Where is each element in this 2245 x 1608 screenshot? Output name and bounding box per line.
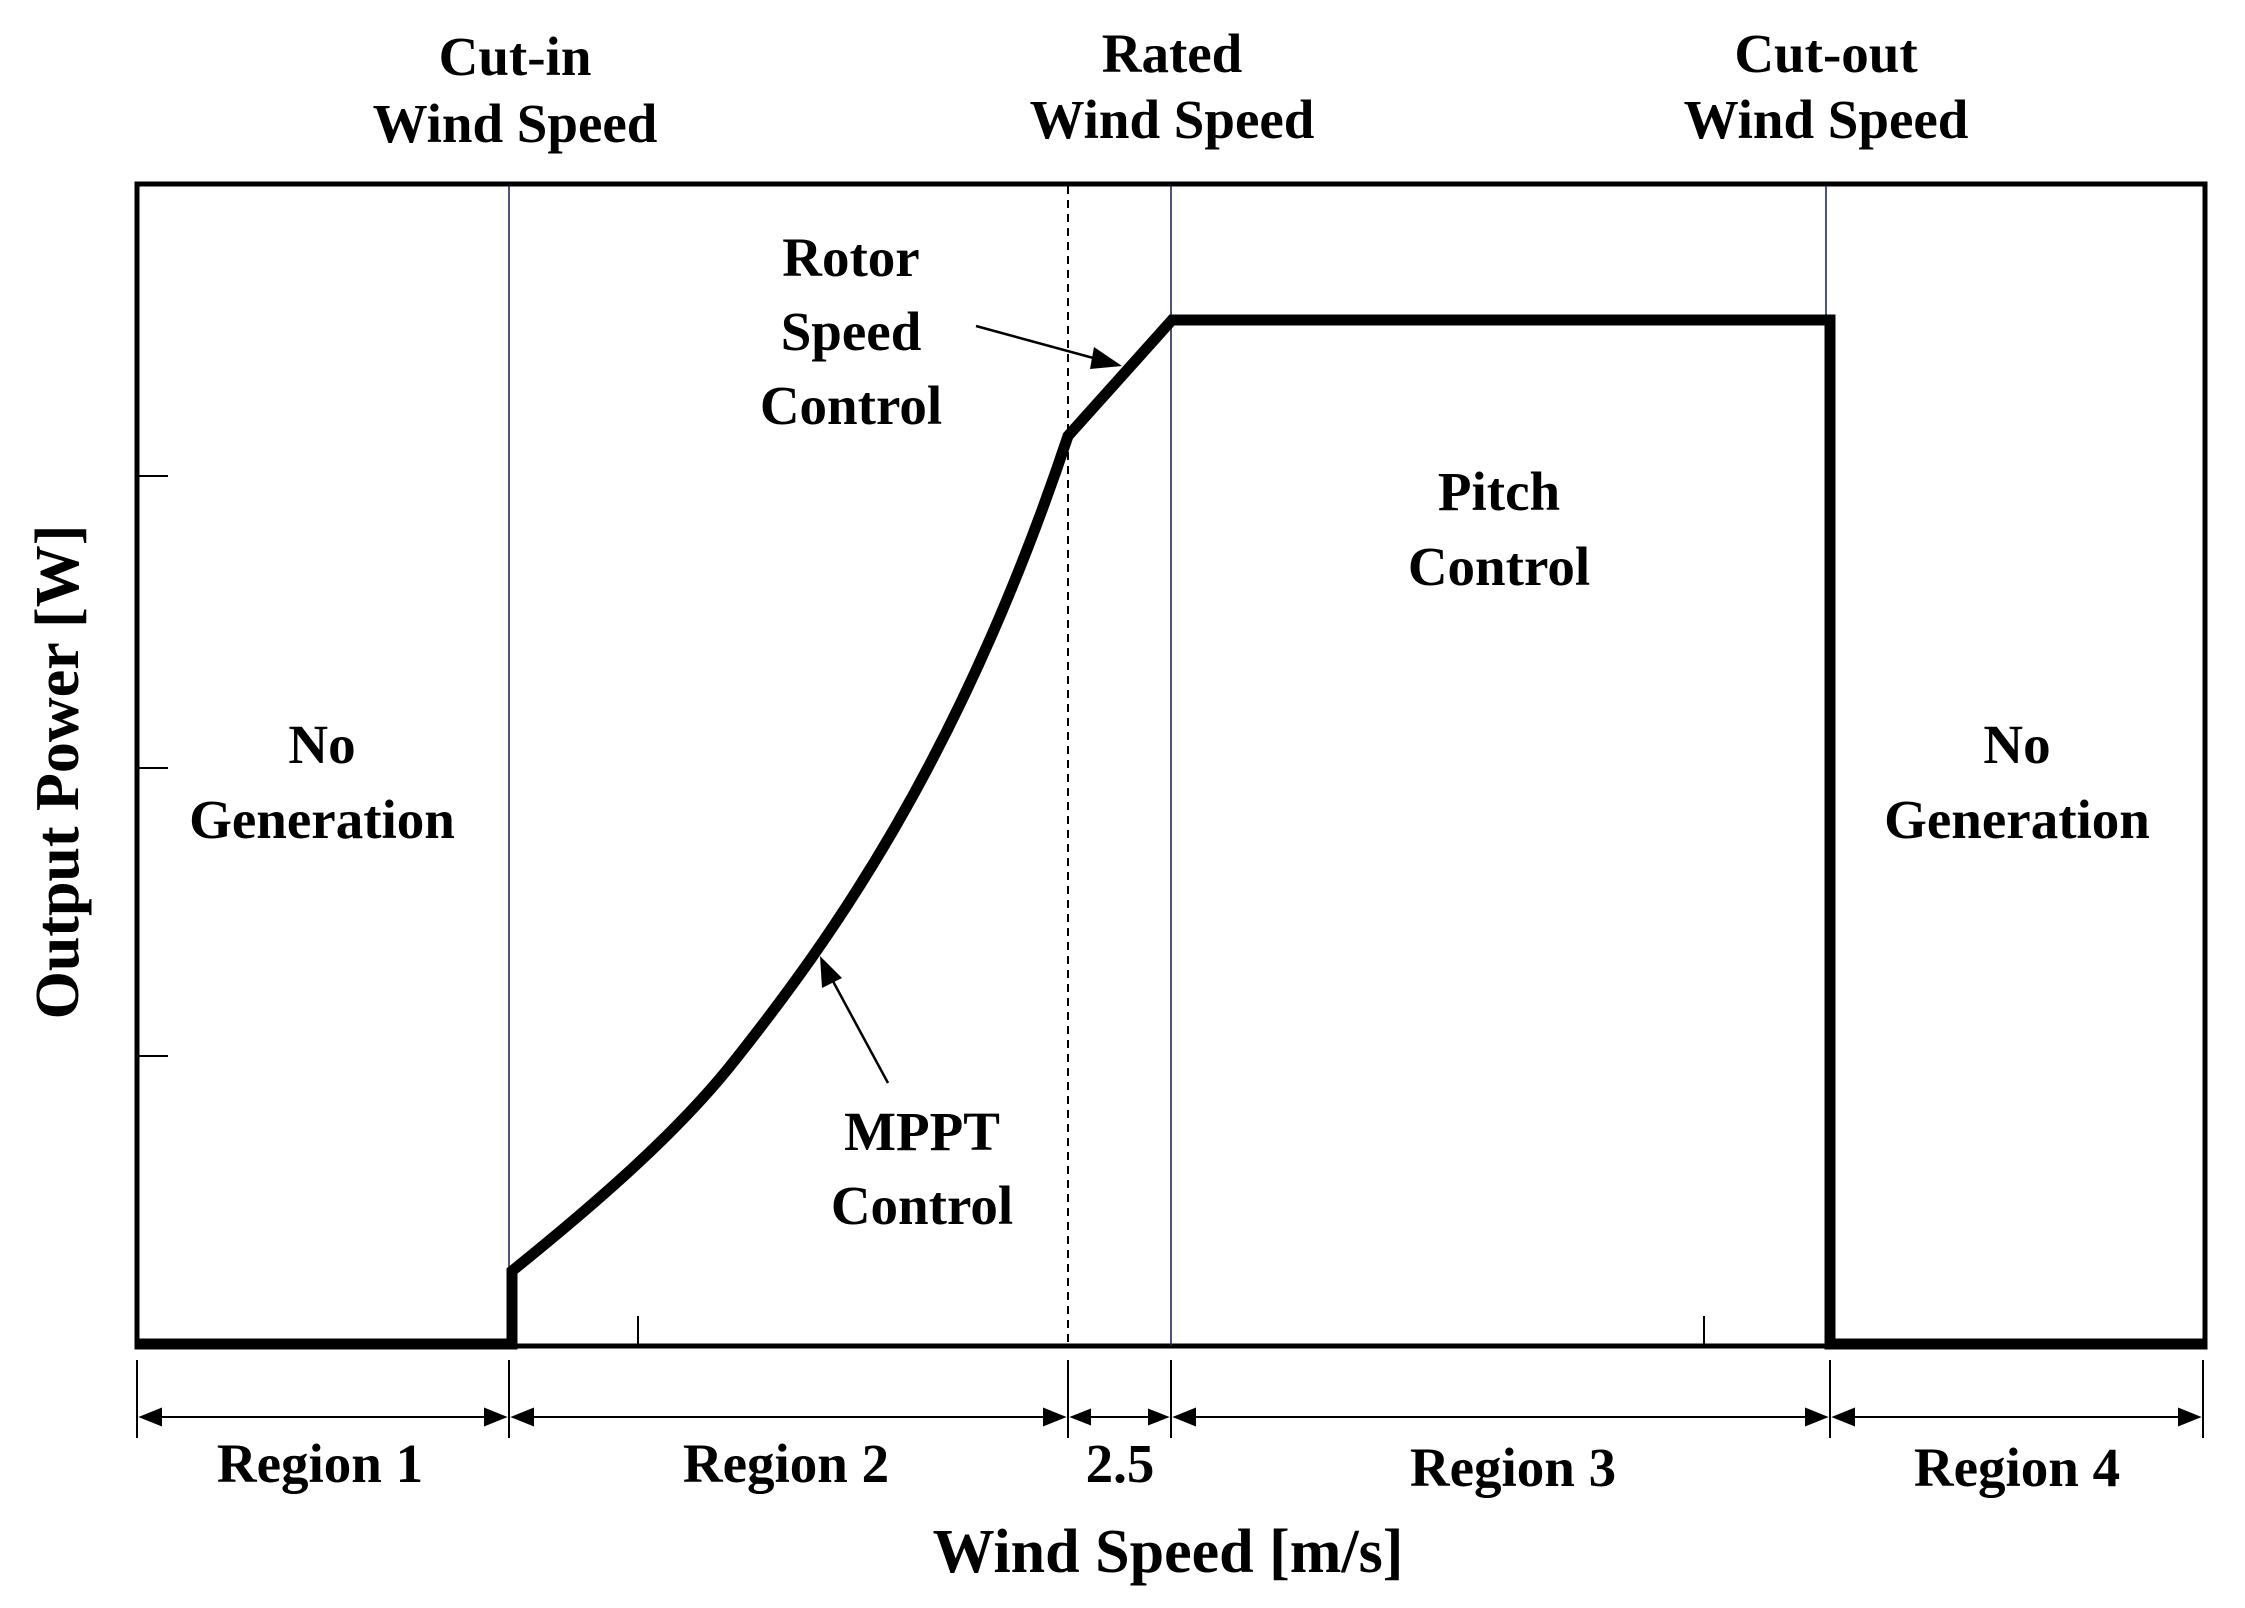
mppt-arrow-shaft (826, 971, 890, 1084)
mppt-control-label: MPPT Control (831, 1101, 1013, 1236)
cut-out-label-line2: Wind Speed (1684, 89, 1969, 150)
mppt-arrowhead (820, 956, 842, 988)
rotor-label-line3: Control (760, 375, 942, 436)
cut-in-label-line1: Cut-in (439, 26, 592, 87)
x-axis-label: Wind Speed [m/s] (933, 1518, 1404, 1586)
cut-in-label-line2: Wind Speed (373, 93, 658, 154)
rotor-speed-arrow (975, 324, 1122, 369)
rated-label-line1: Rated (1102, 23, 1243, 84)
region-4-span-arrow (1831, 1407, 2202, 1427)
region-2-5-label: 2.5 (1086, 1433, 1155, 1494)
rated-label: Rated Wind Speed (1030, 23, 1315, 150)
rotor-label-line1: Rotor (782, 227, 919, 288)
no-gen-left-line2: Generation (189, 789, 455, 850)
mppt-label-line1: MPPT (844, 1101, 1000, 1162)
rotor-speed-arrowhead (1090, 347, 1122, 369)
rotor-speed-control-label: Rotor Speed Control (760, 227, 942, 436)
no-generation-right-label: No Generation (1884, 714, 2150, 850)
no-gen-right-line2: Generation (1884, 789, 2150, 850)
no-gen-left-line1: No (288, 714, 355, 775)
mppt-arrow (820, 956, 890, 1084)
region-2-span-arrow (510, 1407, 1067, 1427)
region-2-label: Region 2 (683, 1433, 889, 1494)
y-axis-label: Output Power [W] (24, 525, 92, 1020)
region-boundary-ticks (136, 1360, 2204, 1438)
axis-ticks (139, 475, 1705, 1344)
region-1-span-arrow (138, 1407, 508, 1427)
region-1-label: Region 1 (217, 1433, 423, 1494)
power-curve (134, 314, 2208, 1350)
cut-out-label-line1: Cut-out (1734, 23, 1918, 84)
no-gen-right-line1: No (1983, 714, 2050, 775)
region-3-span-arrow (1172, 1407, 1829, 1427)
region-4-label: Region 4 (1914, 1437, 2120, 1498)
rated-label-line2: Wind Speed (1030, 89, 1315, 150)
pitch-label-line1: Pitch (1438, 461, 1560, 522)
pitch-control-label: Pitch Control (1408, 461, 1590, 597)
rotor-speed-arrow-shaft (975, 324, 1109, 364)
rotor-label-line2: Speed (781, 301, 922, 362)
cut-in-label: Cut-in Wind Speed (373, 26, 658, 154)
pitch-label-line2: Control (1408, 536, 1590, 597)
region-span-arrows (138, 1407, 2202, 1427)
region-3-label: Region 3 (1410, 1437, 1616, 1498)
mppt-label-line2: Control (831, 1175, 1013, 1236)
region-2-5-span-arrow (1069, 1408, 1170, 1426)
cut-out-label: Cut-out Wind Speed (1684, 23, 1969, 150)
no-generation-left-label: No Generation (189, 714, 455, 850)
